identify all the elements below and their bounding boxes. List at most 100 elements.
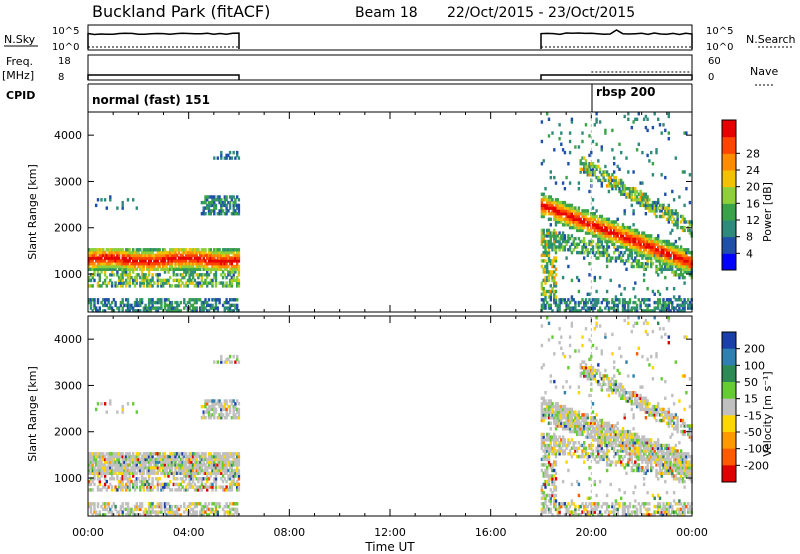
power-cell	[595, 209, 598, 213]
power-cell	[133, 250, 137, 255]
power-cell	[216, 262, 219, 266]
velocity-cell	[542, 454, 545, 459]
velocity-cell	[579, 454, 582, 459]
power-cell	[567, 303, 570, 308]
power-cell	[600, 231, 603, 235]
power-cell	[117, 275, 121, 280]
velocity-cell	[221, 474, 225, 478]
velocity-cell	[234, 460, 237, 464]
power-cell	[628, 231, 632, 235]
velocity-cell	[584, 449, 588, 453]
power-cell	[588, 167, 591, 171]
velocity-cell	[591, 427, 595, 431]
velocity-cell	[103, 402, 107, 406]
velocity-cell	[110, 474, 114, 478]
power-cell	[96, 284, 100, 288]
velocity-cell	[98, 454, 101, 459]
velocity-cell	[91, 468, 94, 473]
power-cell	[149, 264, 153, 269]
power-cell	[623, 306, 626, 310]
power-cell	[613, 231, 616, 235]
power-cell	[183, 298, 186, 302]
power-cell	[561, 212, 565, 216]
power-cell	[214, 306, 218, 310]
velocity-cell	[125, 482, 128, 487]
velocity-cell	[100, 466, 103, 470]
velocity-cell	[112, 471, 116, 475]
velocity-cell	[561, 438, 565, 442]
power-cell	[227, 250, 230, 255]
velocity-cell	[597, 382, 600, 387]
y-tick-label: 3000	[54, 175, 82, 188]
power-cell	[179, 300, 182, 305]
power-cell	[546, 289, 549, 294]
power-cell	[230, 156, 234, 160]
power-cell	[133, 275, 137, 280]
power-cell	[563, 239, 567, 244]
power-cell	[577, 214, 581, 219]
power-cell	[568, 139, 572, 144]
velocity-cell	[549, 438, 552, 442]
velocity-cell	[561, 441, 565, 445]
velocity-cell	[197, 477, 200, 481]
power-cell	[125, 309, 128, 313]
power-cell	[89, 298, 93, 302]
velocity-cell	[135, 482, 138, 487]
power-cell	[683, 267, 686, 271]
power-cell	[604, 128, 607, 133]
power-cell	[206, 203, 209, 208]
power-cell	[634, 256, 637, 260]
power-cell	[653, 306, 656, 310]
velocity-cell	[577, 507, 581, 512]
power-cell	[549, 234, 552, 238]
power-cell	[125, 303, 128, 308]
power-cell	[560, 217, 563, 221]
velocity-cell	[228, 485, 232, 489]
power-cell	[110, 262, 114, 266]
velocity-cell	[114, 454, 117, 459]
velocity-cell	[577, 513, 581, 517]
power-cell	[674, 245, 677, 249]
power-cell	[105, 253, 108, 258]
velocity-cell	[125, 513, 128, 517]
power-cell	[132, 278, 135, 283]
velocity-cell	[223, 360, 226, 364]
velocity-cell	[218, 416, 221, 420]
power-cell	[172, 267, 175, 271]
power-cell	[560, 212, 563, 216]
power-cell	[632, 189, 635, 194]
power-cell	[225, 262, 228, 266]
power-cell	[667, 264, 670, 269]
freq-trace	[87, 74, 240, 80]
power-cell	[132, 267, 135, 271]
velocity-cell	[183, 502, 186, 506]
velocity-cell	[147, 507, 151, 512]
power-cell	[220, 198, 223, 202]
velocity-cell	[209, 482, 212, 487]
power-cell	[188, 281, 191, 285]
velocity-cell	[565, 410, 568, 414]
power-cell	[565, 214, 568, 219]
velocity-cell	[107, 504, 110, 509]
power-cell	[107, 256, 110, 260]
power-cell	[165, 262, 168, 266]
velocity-cell	[156, 504, 160, 509]
velocity-cell	[225, 502, 228, 506]
power-cell	[193, 253, 197, 258]
velocity-cell	[544, 438, 547, 442]
velocity-cell	[139, 504, 142, 509]
power-cell	[105, 284, 108, 288]
velocity-cell	[95, 513, 98, 517]
power-cell	[232, 298, 235, 302]
power-cell	[651, 203, 655, 208]
power-cell	[628, 300, 632, 305]
power-cell	[570, 234, 574, 238]
power-cell	[581, 220, 584, 224]
velocity-cell	[568, 427, 572, 431]
power-cell	[618, 284, 621, 288]
power-cell	[565, 300, 568, 305]
velocity-cell	[110, 513, 114, 517]
power-cell	[220, 262, 223, 266]
velocity-cell	[577, 424, 581, 428]
power-cell	[662, 253, 665, 258]
